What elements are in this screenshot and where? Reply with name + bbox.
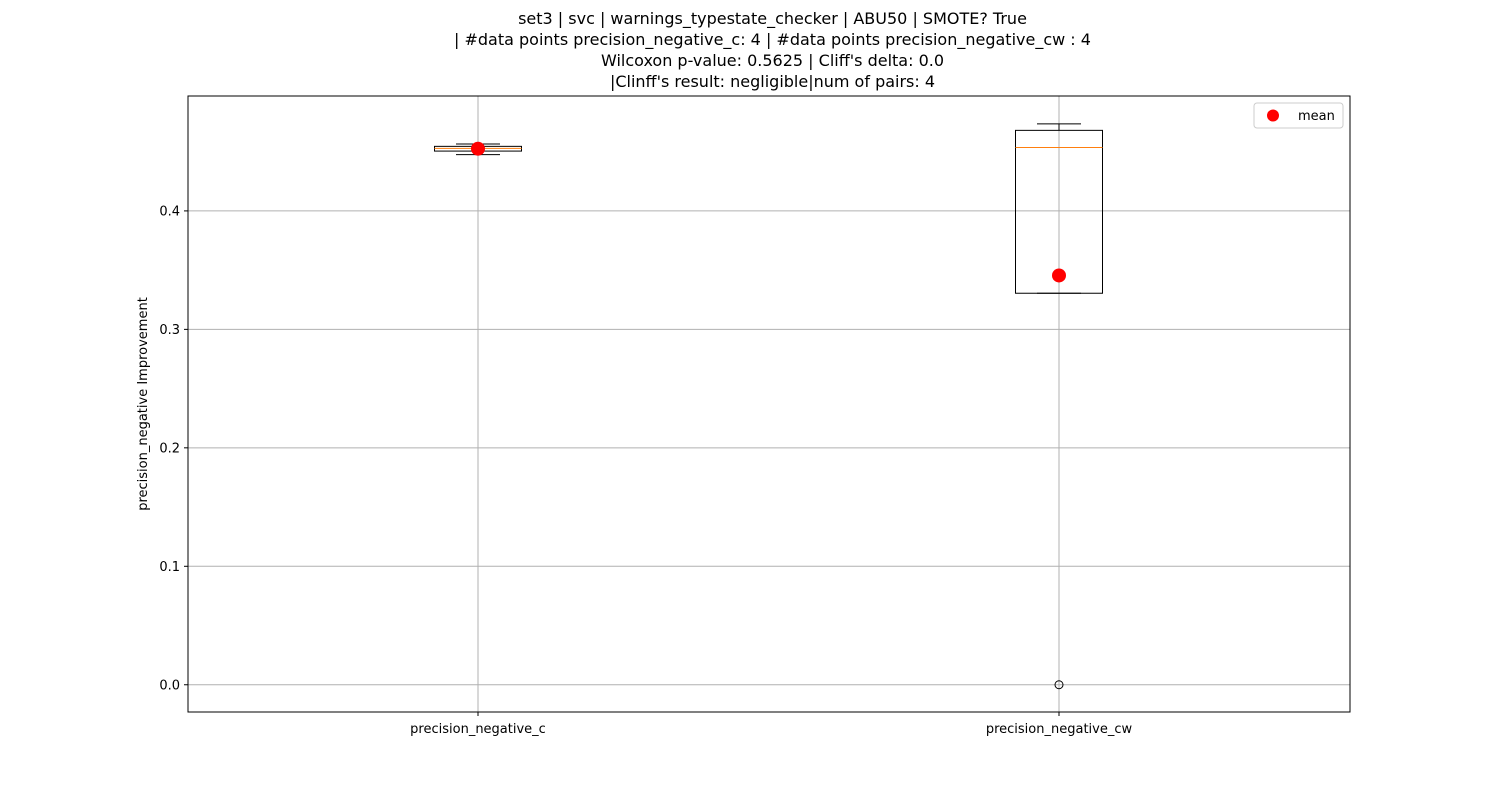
x-tick-label-0: precision_negative_c [410,722,546,737]
chart-title-line-3: Wilcoxon p-value: 0.5625 | Cliff's delta… [600,51,945,70]
y-tick-label-1: 0.1 [159,560,180,575]
chart-title-line-4: |Clinff's result: negligible|num of pair… [609,72,936,91]
y-tick-label-3: 0.3 [159,323,180,338]
y-axis-label: precision_negative Improvement [136,297,151,511]
y-tick-label-2: 0.2 [159,441,180,456]
chart-title: set3 | svc | warnings_typestate_checker … [0,8,1500,92]
plot-frame [187,95,1351,713]
box-precision_negative_cw [1015,123,1103,690]
x-tick-label-1: precision_negative_cw [986,722,1133,737]
grid-layer [188,96,1350,712]
chart-title-line-1: set3 | svc | warnings_typestate_checker … [518,9,1027,28]
box-precision_negative_c [434,141,522,156]
chart-title-line-2: | #data points precision_negative_c: 4 |… [454,30,1091,49]
mean-marker [1052,268,1066,283]
legend: mean [1253,102,1344,129]
box-layer [434,123,1103,690]
legend-mean-label: mean [1298,109,1335,124]
mean-marker [471,141,485,156]
legend-frame [1253,102,1344,129]
outlier-point-0 [1054,680,1064,690]
y-tick-label-4: 0.4 [159,204,180,219]
axis-layer: 0.0 0.1 0.2 0.3 0.4 precision_negative_c preci… [159,95,1351,737]
box-iqr [1015,129,1103,294]
legend-mean-marker [1267,109,1279,122]
y-tick-label-0: 0.0 [159,678,180,693]
